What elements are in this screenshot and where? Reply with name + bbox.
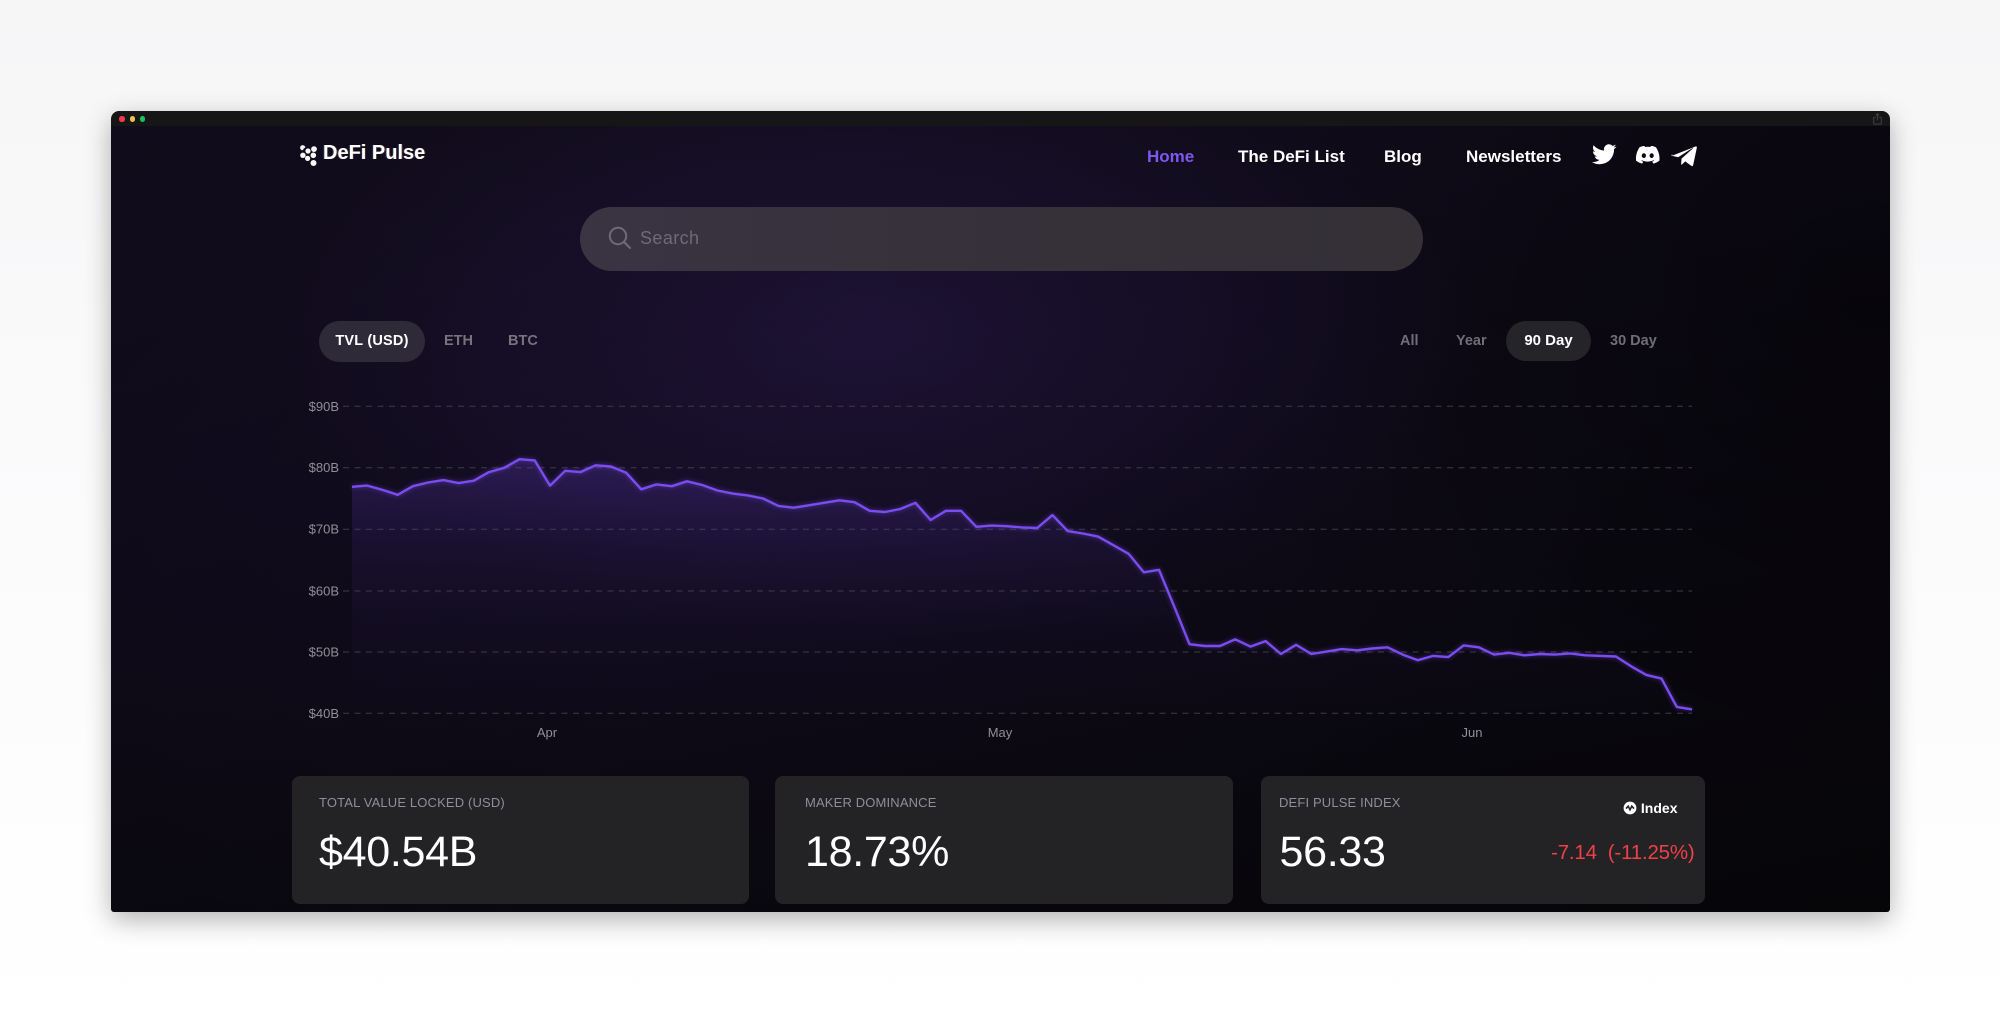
svg-text:$40B: $40B [309,706,339,721]
svg-text:$90B: $90B [309,399,339,414]
svg-text:$50B: $50B [309,645,339,660]
svg-text:$70B: $70B [309,522,339,537]
svg-text:Apr: Apr [537,725,558,740]
svg-text:$80B: $80B [309,460,339,475]
svg-text:$60B: $60B [309,584,339,599]
svg-text:May: May [988,725,1013,740]
svg-text:Jun: Jun [1462,725,1483,740]
